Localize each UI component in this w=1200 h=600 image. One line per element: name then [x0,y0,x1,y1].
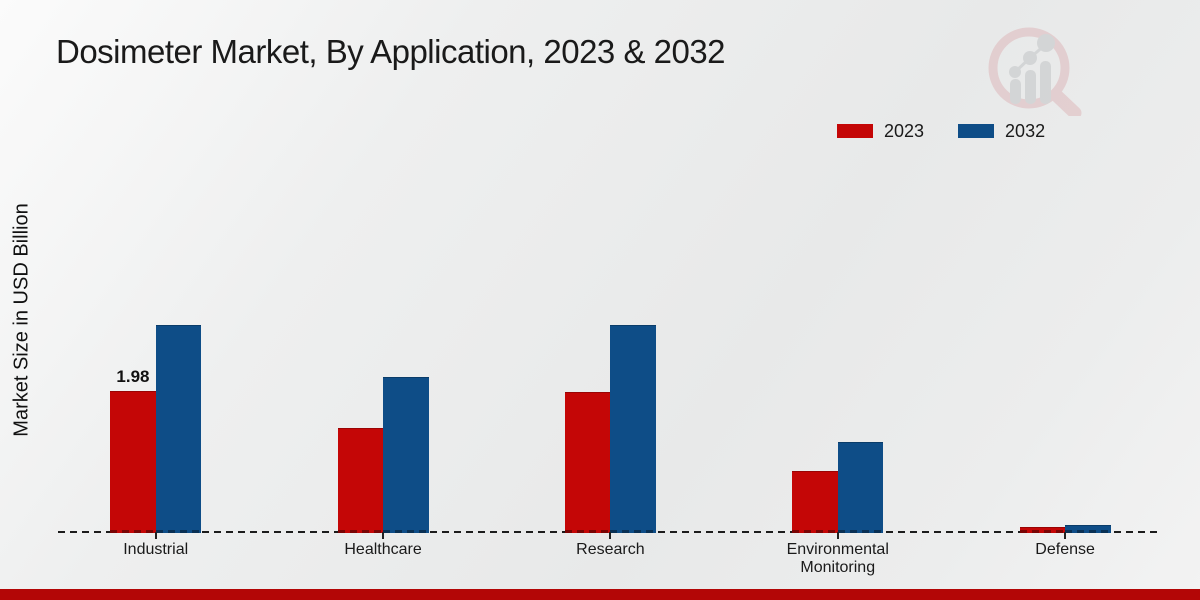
baseline-dash-overlay [610,529,656,533]
bar-research-2032 [610,325,656,533]
page-title: Dosimeter Market, By Application, 2023 &… [56,33,726,70]
bar-industrial-2023 [110,390,156,533]
bar-research-2023 [564,392,611,533]
x-axis-category-label: Industrial [123,541,189,558]
x-axis-tick [154,532,157,539]
x-axis-category-label: Defense [1035,541,1095,558]
baseline-dash-overlay [155,529,202,533]
x-axis-tick [836,532,839,539]
bar-healthcare-2032 [383,376,429,533]
baseline-dash-overlay [564,529,611,533]
x-axis-category-label: Environmental Monitoring [786,541,889,577]
bar-healthcare-2023 [337,427,384,533]
bar-defense-2032 [1065,525,1111,533]
x-axis-tick [1064,532,1067,539]
baseline-dash-overlay [837,529,884,533]
baseline-dash-overlay [383,529,429,533]
baseline-dash-overlay [110,529,156,533]
bar-defense-2023 [1019,527,1066,533]
footer-red-strip [0,589,1200,600]
x-axis-category-label: Healthcare [344,541,422,558]
legend-label-2023: 2023 [884,120,925,141]
x-axis-tick [609,532,612,539]
legend-swatch-2032 [958,124,995,138]
x-axis-category-label: Research [576,541,645,558]
bar-environmental-monitoring-2023 [792,470,838,533]
legend-swatch-2023 [837,124,873,138]
baseline-dash-overlay [337,529,384,533]
bar-industrial-2032 [155,325,202,533]
legend: 2023 2032 [837,117,1045,145]
legend-item-2023: 2023 [837,121,924,142]
baseline-dash-overlay [1065,529,1111,533]
legend-item-2032: 2032 [958,121,1045,142]
magnifier-growth-chart-watermark-icon [983,26,1083,121]
x-axis-tick [382,532,385,539]
bar-value-label: 1.98 [116,366,150,386]
baseline-dash-overlay [1019,529,1066,533]
legend-label-2032: 2032 [1005,120,1046,141]
bar-environmental-monitoring-2032 [837,441,884,533]
baseline-dash-overlay [792,529,838,533]
